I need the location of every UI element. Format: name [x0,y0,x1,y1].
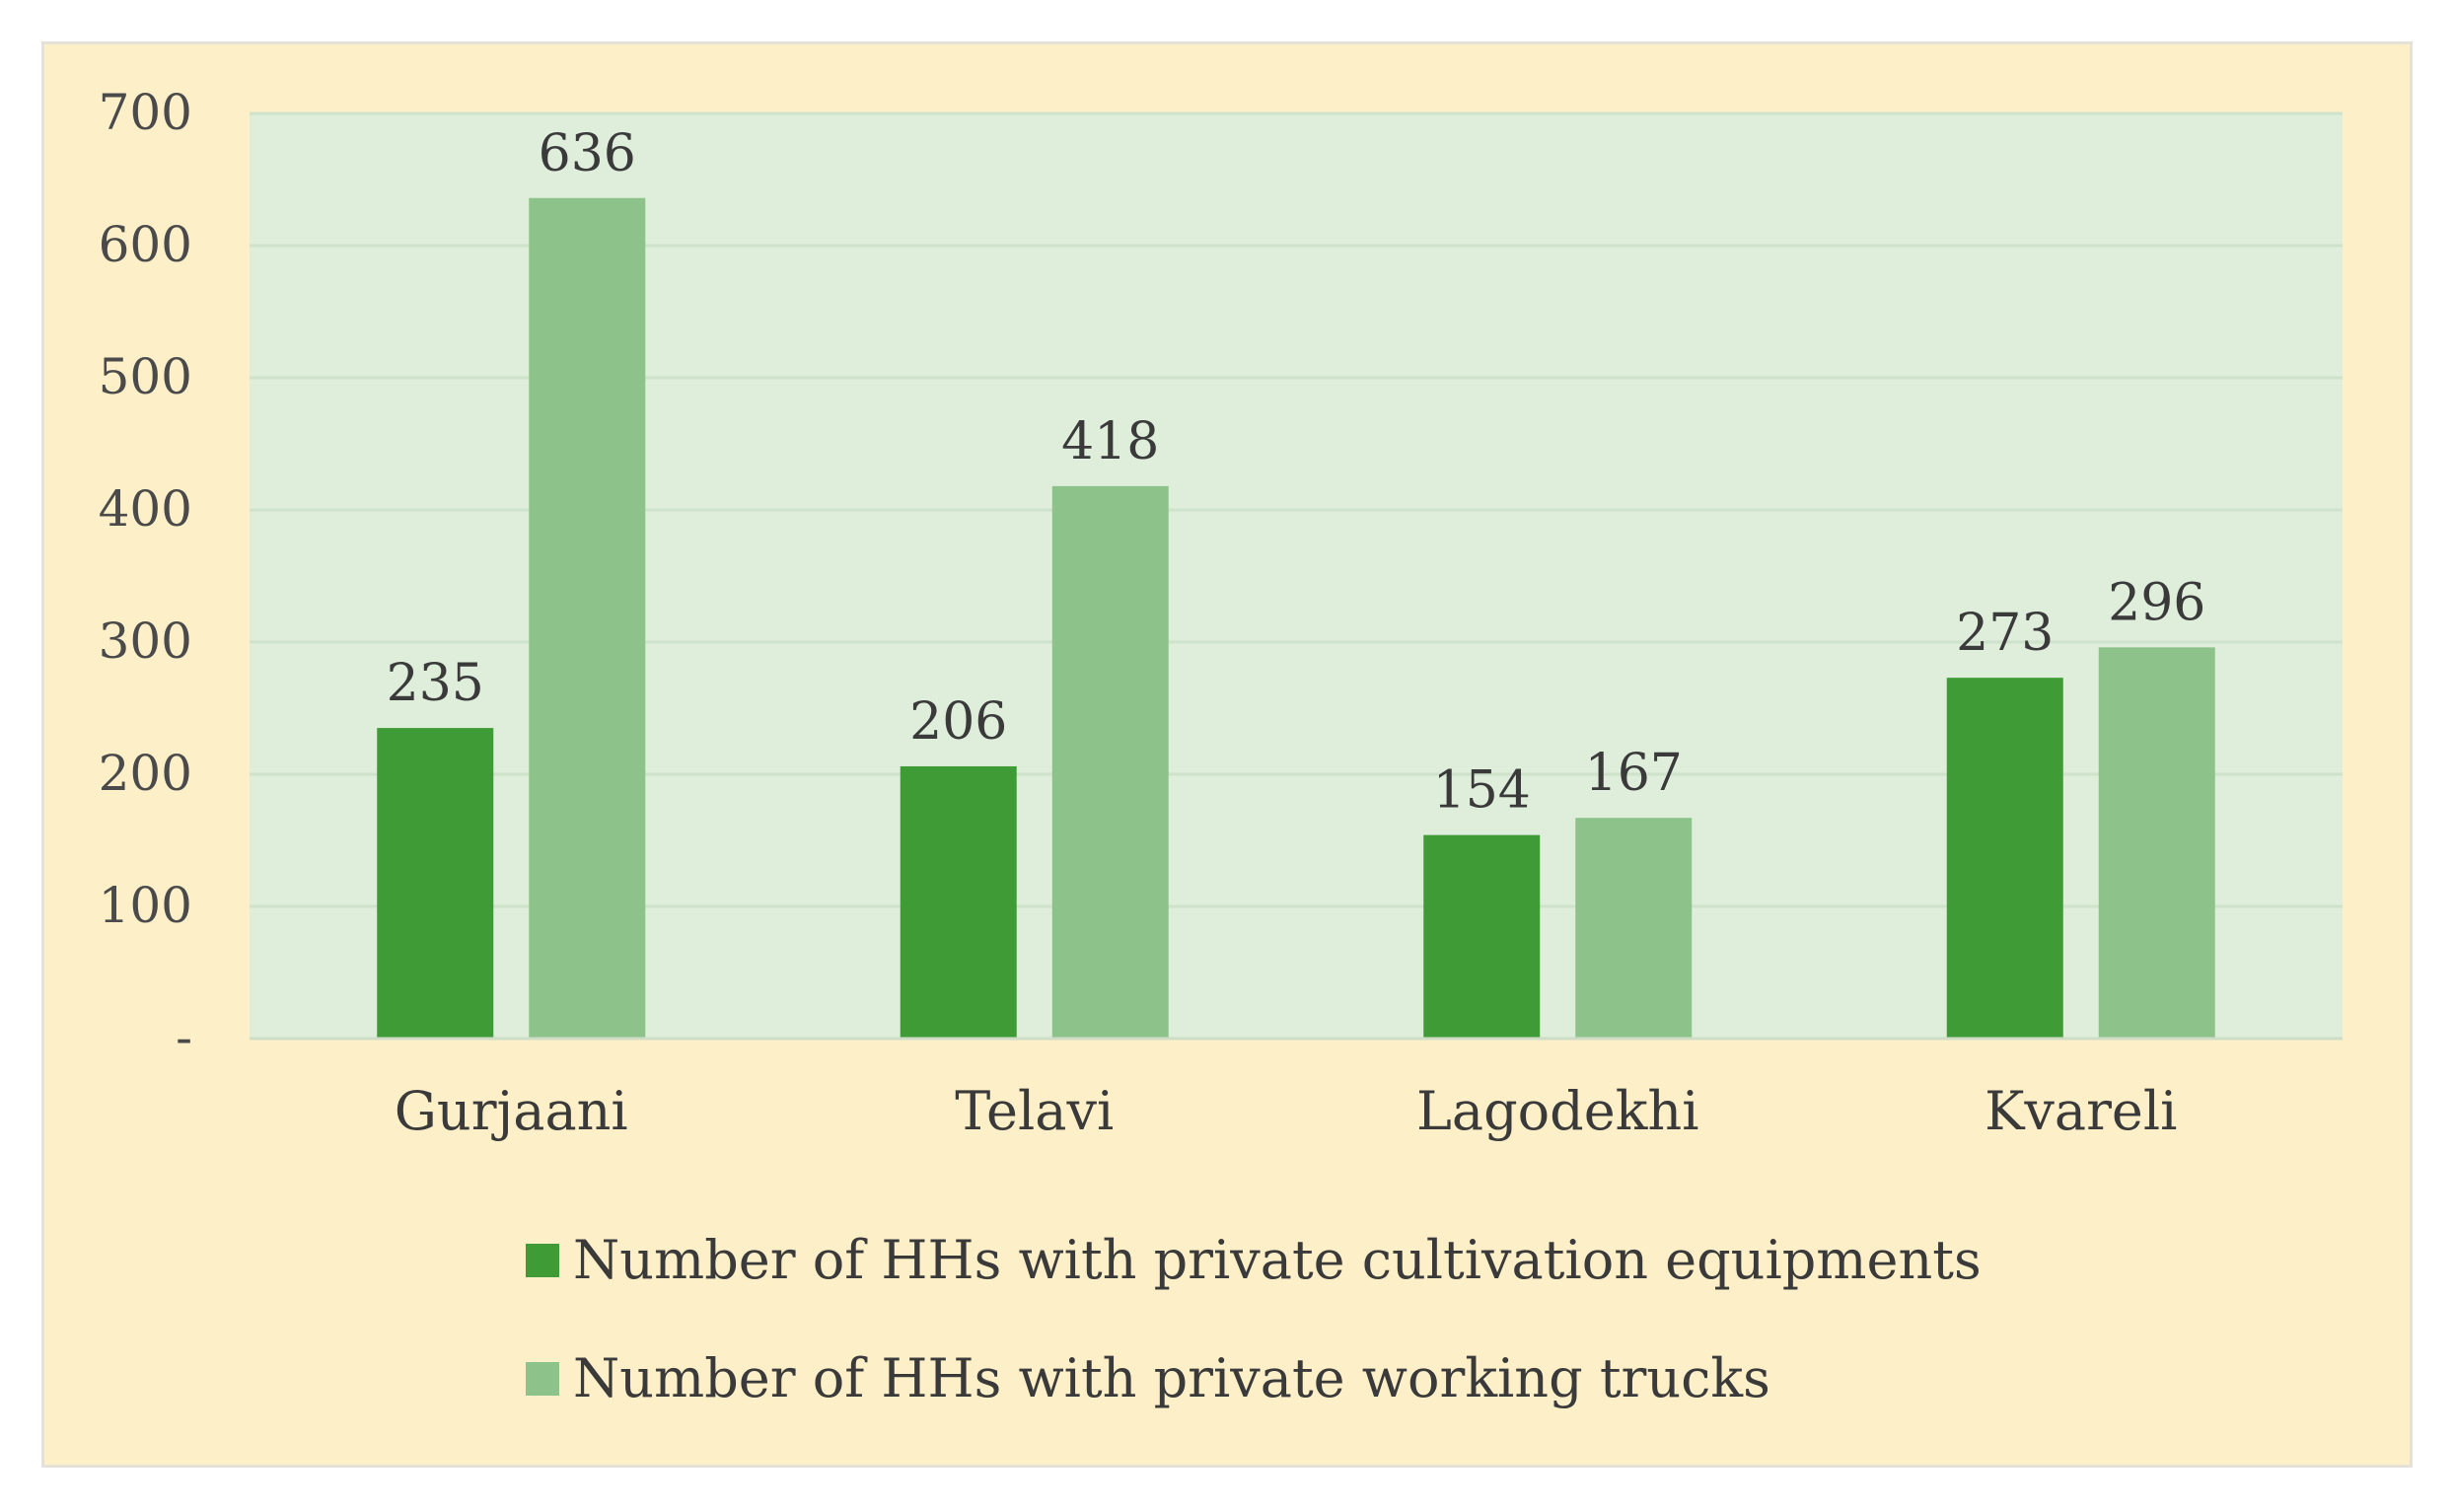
legend-label: Number of HHs with private cultivation e… [573,1229,1982,1291]
legend-swatch [526,1362,559,1396]
bar-kvareli-series-2 [2098,647,2215,1039]
bar-gurjaani-series-2 [529,197,646,1039]
data-label: 418 [1061,412,1159,471]
data-label: 235 [387,654,484,713]
data-label: 167 [1585,744,1683,803]
chart-frame: - 100 200 300 400 500 600 700 235 636 206 418 154 16… [41,41,2413,1468]
bar-gurjaani-series-1 [377,728,494,1039]
category-label-lagodekhi: Lagodekhi [1416,1080,1698,1142]
y-tick-label: 500 [99,348,192,405]
bar-telavi-series-2 [1051,485,1169,1039]
y-tick-label: 400 [99,480,192,538]
y-tick-label: 200 [99,745,192,802]
y-tick-label: - [176,1009,192,1066]
y-tick-label: 300 [99,612,192,670]
bar-lagodekhi-series-1 [1423,834,1541,1039]
data-labels: 235 636 206 418 154 167 273 296 [387,124,2206,821]
y-axis-tick-labels: - 100 200 300 400 500 600 700 [99,84,192,1066]
bars [377,197,2215,1039]
data-label: 296 [2108,573,2205,632]
bar-chart: - 100 200 300 400 500 600 700 235 636 206 418 154 16… [99,84,2343,1409]
data-label: 206 [909,692,1007,752]
y-tick-label: 600 [99,216,192,273]
y-tick-label: 700 [99,84,192,141]
y-tick-label: 100 [99,877,192,934]
legend-item: Number of HHs with private working truck… [526,1347,1770,1409]
data-label: 273 [1956,604,2054,663]
legend-swatch [526,1244,559,1277]
legend: Number of HHs with private cultivation e… [526,1229,1982,1409]
data-label: 154 [1433,761,1531,821]
x-axis-category-labels: Gurjaani Telavi Lagodekhi Kvareli [395,1080,2178,1142]
bar-lagodekhi-series-2 [1575,818,1693,1039]
category-label-gurjaani: Gurjaani [395,1080,628,1142]
bar-kvareli-series-1 [1946,678,2063,1039]
category-label-telavi: Telavi [955,1080,1114,1142]
category-label-kvareli: Kvareli [1985,1080,2177,1142]
legend-item: Number of HHs with private cultivation e… [526,1229,1982,1291]
legend-label: Number of HHs with private working truck… [573,1347,1770,1409]
bar-telavi-series-1 [900,765,1017,1039]
data-label: 636 [539,124,636,183]
